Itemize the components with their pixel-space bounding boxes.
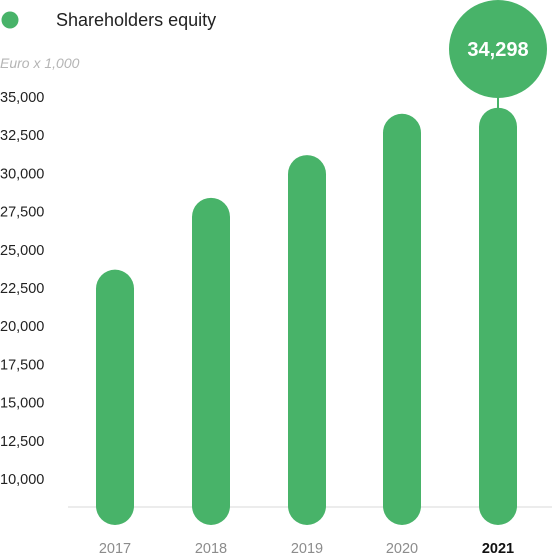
x-axis-labels: 2017 2018 2019 2020 2021	[99, 541, 514, 553]
bars	[96, 107, 517, 526]
bar-2020	[383, 113, 421, 526]
y-tick-label: 30,000	[0, 166, 44, 182]
y-tick-label: 20,000	[0, 319, 44, 335]
y-axis-ticks: 35,000 32,500 30,000 27,500 25,000 22,500 20,0…	[0, 90, 44, 488]
x-label-2021: 2021	[482, 541, 514, 553]
bar-2017	[96, 269, 134, 525]
x-label-2020: 2020	[386, 541, 418, 553]
x-label-2018: 2018	[195, 541, 227, 553]
y-tick-label: 32,500	[0, 128, 44, 144]
y-tick-label: 15,000	[0, 396, 44, 412]
x-label-2019: 2019	[291, 541, 323, 553]
x-label-2017: 2017	[99, 541, 131, 553]
bar-2019	[288, 155, 326, 525]
unit-label: Euro x 1,000	[0, 55, 80, 71]
callout-value: 34,298	[467, 39, 528, 61]
y-tick-label: 35,000	[0, 90, 44, 106]
bar-2021	[479, 107, 517, 525]
value-callout: 34,298	[449, 0, 547, 110]
y-tick-label: 12,500	[0, 434, 44, 450]
y-tick-label: 27,500	[0, 205, 44, 221]
callout-bubble	[449, 0, 547, 98]
y-tick-label: 10,000	[0, 472, 44, 488]
legend: Shareholders equity	[1, 10, 216, 30]
legend-label: Shareholders equity	[56, 10, 216, 30]
y-tick-label: 17,500	[0, 357, 44, 373]
bar-2018	[192, 197, 230, 525]
y-tick-label: 22,500	[0, 281, 44, 297]
legend-marker	[1, 11, 19, 29]
y-tick-label: 25,000	[0, 243, 44, 259]
